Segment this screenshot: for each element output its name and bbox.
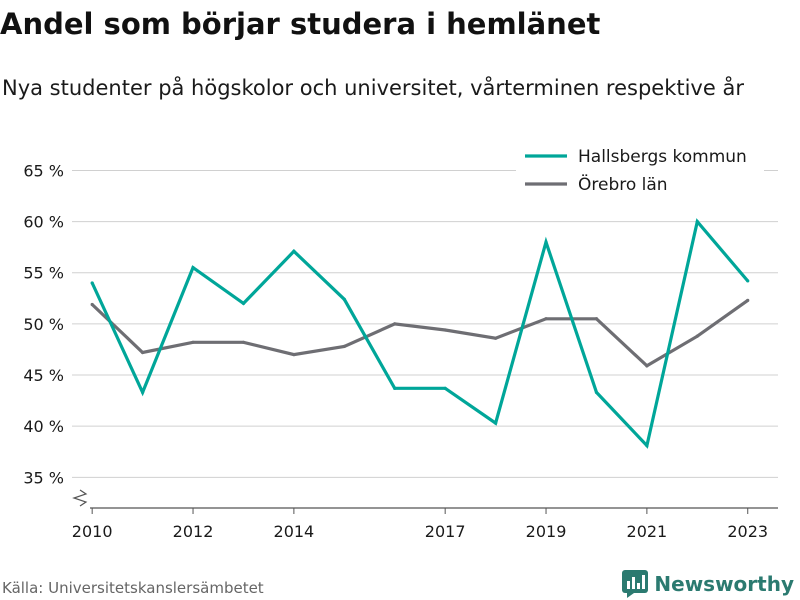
brand-name: Newsworthy xyxy=(654,572,794,596)
brand[interactable]: Newsworthy xyxy=(622,568,794,600)
data-point xyxy=(342,344,346,348)
data-point xyxy=(443,386,447,390)
data-point xyxy=(594,390,599,395)
data-point xyxy=(393,322,397,326)
grid-lines xyxy=(72,169,778,478)
data-point xyxy=(746,298,750,302)
data-point xyxy=(544,240,548,244)
source-note: Källa: Universitetskanslersämbetet xyxy=(2,579,264,597)
data-point xyxy=(746,279,750,283)
x-tick-label: 2010 xyxy=(72,522,113,541)
data-point xyxy=(494,421,498,425)
axis-break-icon xyxy=(72,489,88,507)
series-line xyxy=(91,299,749,368)
series-line xyxy=(90,218,749,449)
y-tick-label: 55 % xyxy=(23,264,64,283)
data-point xyxy=(594,317,599,321)
data-point xyxy=(141,390,145,395)
data-point xyxy=(90,302,94,307)
data-series xyxy=(90,218,750,449)
y-tick-label: 40 % xyxy=(23,417,64,436)
y-tick-label: 45 % xyxy=(23,366,64,385)
data-point xyxy=(645,444,649,448)
axes xyxy=(72,489,778,514)
x-tick-label: 2019 xyxy=(526,522,567,541)
legend-item: Örebro län xyxy=(525,173,668,195)
chart-title: Andel som börjar studera i hemlänet xyxy=(0,7,601,41)
data-point xyxy=(241,340,246,344)
y-axis-tick-labels: 35 % 40 % 45 % 50 % 55 % 60 % 65 % xyxy=(23,161,64,487)
legend-background xyxy=(516,140,764,198)
data-point xyxy=(645,364,649,368)
data-point xyxy=(695,334,699,338)
data-point xyxy=(544,317,548,321)
legend: Hallsbergs kommun Örebro län xyxy=(516,140,764,198)
data-point xyxy=(393,386,397,390)
legend-label: Hallsbergs kommun xyxy=(578,147,747,167)
chart-subtitle: Nya studenter på högskolor och universit… xyxy=(2,76,744,100)
x-axis-tick-labels: 2010 2012 2014 2017 2019 2021 2023 xyxy=(72,522,768,541)
data-point xyxy=(191,340,195,344)
data-point xyxy=(191,266,195,270)
x-tick-label: 2021 xyxy=(627,522,668,541)
data-point xyxy=(141,350,145,355)
series-0 xyxy=(90,218,750,449)
y-tick-label: 60 % xyxy=(23,213,64,232)
data-point xyxy=(494,336,498,340)
x-tick-label: 2014 xyxy=(274,522,315,541)
y-tick-label: 50 % xyxy=(23,315,64,334)
data-point xyxy=(292,352,296,357)
x-tick-label: 2023 xyxy=(727,522,768,541)
data-point xyxy=(292,249,296,253)
data-point xyxy=(90,281,94,285)
series-1 xyxy=(90,298,750,368)
legend-item: Hallsbergs kommun xyxy=(525,147,747,167)
data-point xyxy=(342,297,346,301)
x-tick-label: 2017 xyxy=(425,522,466,541)
x-tick-label: 2012 xyxy=(173,522,214,541)
y-tick-label: 35 % xyxy=(23,468,64,487)
data-point xyxy=(443,328,447,332)
data-point xyxy=(695,220,699,224)
y-tick-label: 65 % xyxy=(23,161,64,180)
newsworthy-logo-icon xyxy=(622,570,649,598)
legend-label: Örebro län xyxy=(578,173,668,195)
data-point xyxy=(241,301,246,306)
